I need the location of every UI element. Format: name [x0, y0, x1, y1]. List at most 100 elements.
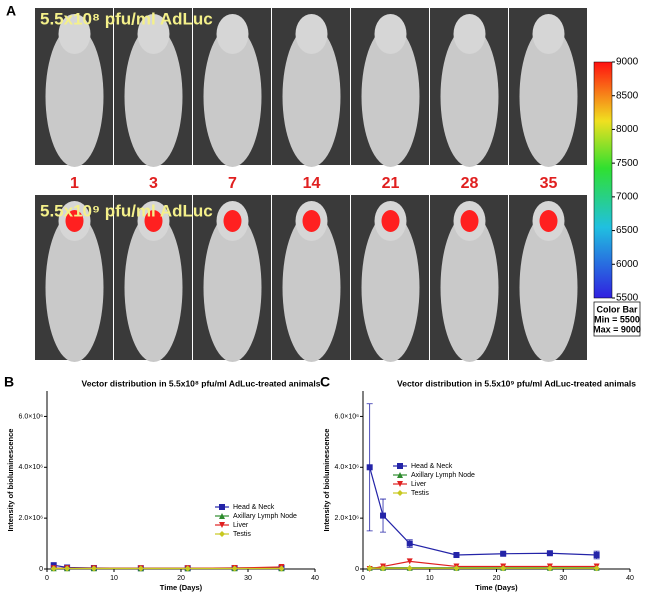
- legend-marker: [397, 472, 403, 478]
- legend-label: Testis: [411, 490, 429, 497]
- x-axis-label: Time (Days): [475, 583, 518, 592]
- mouse-head: [453, 14, 486, 54]
- x-tick-label: 40: [626, 575, 634, 582]
- color-bar-max: Max = 9000: [593, 324, 641, 334]
- x-tick-label: 10: [426, 575, 434, 582]
- color-bar-tick-label: 5500: [616, 293, 639, 304]
- mouse-body: [203, 26, 262, 167]
- y-tick-label: 4.0×10⁶: [19, 464, 44, 471]
- marker: [406, 540, 413, 547]
- color-bar-title: Color Bar: [596, 304, 638, 314]
- mouse-body: [45, 213, 104, 362]
- legend-marker: [397, 490, 403, 496]
- day-label: 35: [540, 175, 558, 192]
- x-tick-label: 10: [110, 575, 118, 582]
- color-bar-tick-label: 8000: [616, 124, 639, 135]
- marker: [453, 565, 460, 572]
- legend-label: Axillary Lymph Node: [411, 472, 475, 479]
- x-tick-label: 30: [559, 575, 567, 582]
- x-axis-label: Time (Days): [160, 583, 203, 592]
- day-label: 28: [461, 175, 479, 192]
- mouse-head: [295, 14, 328, 54]
- legend-label: Axillary Lymph Node: [233, 513, 297, 520]
- marker: [50, 562, 57, 569]
- marker: [64, 565, 71, 572]
- marker: [500, 550, 507, 557]
- y-tick-label: 4.0×10⁶: [335, 464, 360, 471]
- y-axis-label: Intensity of bioluminescence: [322, 429, 331, 532]
- legend-label: Head & Neck: [411, 463, 453, 470]
- chart-title: Vector distribution in 5.5x10⁹ pfu/ml Ad…: [397, 378, 636, 388]
- y-tick-label: 0: [355, 566, 359, 573]
- marker: [406, 558, 413, 565]
- legend-marker: [397, 463, 403, 469]
- y-tick-label: 6.0×10⁶: [19, 413, 44, 420]
- signal: [65, 210, 84, 232]
- signal: [460, 210, 479, 232]
- day-label: 7: [228, 175, 237, 192]
- signal: [144, 210, 163, 232]
- y-tick-label: 6.0×10⁶: [335, 413, 360, 420]
- marker: [184, 565, 191, 572]
- legend-label: Liver: [411, 481, 427, 488]
- color-bar: [593, 61, 613, 299]
- chart-title: Vector distribution in 5.5x10⁸ pfu/ml Ad…: [82, 378, 321, 388]
- day-label: 3: [149, 175, 158, 192]
- mouse-head: [137, 14, 170, 54]
- color-bar-tick-label: 7500: [616, 158, 639, 169]
- color-bar-tick-label: 7000: [616, 191, 639, 202]
- legend-label: Liver: [233, 522, 249, 529]
- marker: [406, 565, 413, 572]
- mouse-head: [58, 14, 91, 54]
- mouse-body: [440, 26, 499, 167]
- panel-letter: C: [320, 374, 330, 390]
- marker: [500, 565, 507, 572]
- y-tick-label: 2.0×10⁶: [19, 515, 44, 522]
- x-tick-label: 30: [244, 575, 252, 582]
- color-bar-tick-label: 9000: [616, 57, 639, 68]
- mouse-body: [282, 26, 341, 167]
- marker: [453, 552, 460, 559]
- mouse-body: [124, 26, 183, 167]
- day-label: 21: [382, 175, 400, 192]
- marker: [137, 565, 144, 572]
- mouse-body: [519, 26, 578, 167]
- marker: [546, 550, 553, 557]
- x-tick-label: 20: [493, 575, 501, 582]
- marker: [90, 565, 97, 572]
- y-tick-label: 0: [39, 566, 43, 573]
- marker: [546, 565, 553, 572]
- signal: [539, 210, 558, 232]
- marker: [366, 464, 373, 471]
- legend-marker: [219, 513, 225, 519]
- legend-label: Head & Neck: [233, 504, 275, 511]
- mouse-body: [45, 26, 104, 167]
- legend-label: Testis: [233, 531, 251, 538]
- legend-marker: [219, 522, 225, 528]
- legend-marker: [397, 481, 403, 487]
- marker: [380, 512, 387, 519]
- marker: [366, 565, 373, 572]
- signal: [302, 210, 321, 232]
- signal: [223, 210, 242, 232]
- series-line: [369, 467, 597, 556]
- marker: [380, 565, 387, 572]
- condition-label: 5.5x10⁹ pfu/ml AdLuc: [40, 201, 213, 220]
- signal: [381, 210, 400, 232]
- mouse-body: [361, 213, 420, 362]
- mouse-body: [440, 213, 499, 362]
- marker: [593, 565, 600, 572]
- marker: [593, 552, 600, 559]
- mouse-head: [216, 14, 249, 54]
- x-tick-label: 40: [311, 575, 319, 582]
- color-bar-tick-label: 8500: [616, 90, 639, 101]
- color-bar-box: [593, 301, 641, 337]
- mouse-body: [203, 213, 262, 362]
- x-tick-label: 20: [177, 575, 185, 582]
- color-bar-tick-label: 6500: [616, 225, 639, 236]
- mouse-head: [532, 14, 565, 54]
- y-axis-label: Intensity of bioluminescence: [6, 429, 15, 532]
- color-bar-tick-label: 6000: [616, 259, 639, 270]
- legend-marker: [219, 531, 225, 537]
- panel-letter: B: [4, 374, 14, 390]
